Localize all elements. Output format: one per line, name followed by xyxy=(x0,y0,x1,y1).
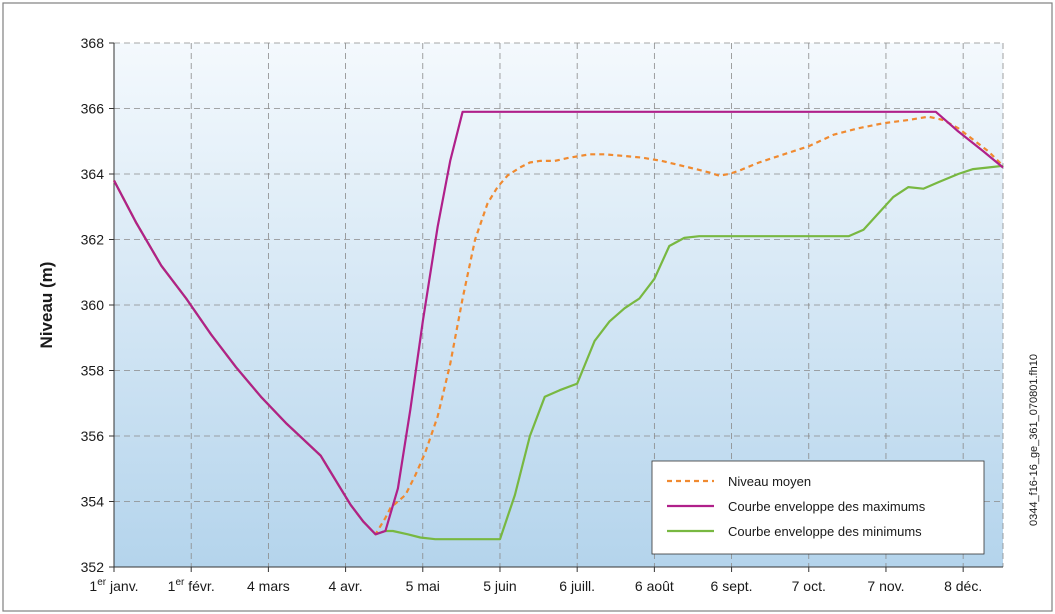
y-axis-label: Niveau (m) xyxy=(37,262,56,349)
legend-label: Niveau moyen xyxy=(728,474,811,489)
y-tick-label: 360 xyxy=(81,297,105,313)
x-tick-label: 6 sept. xyxy=(711,578,753,594)
x-tick-label: 4 avr. xyxy=(328,578,362,594)
y-tick-label: 368 xyxy=(81,35,105,51)
series-line-2 xyxy=(113,110,1004,536)
y-tick-label: 366 xyxy=(81,101,105,117)
file-reference-label: 0344_f16-16_ge_361_070801.fh10 xyxy=(1028,354,1040,526)
legend-label: Courbe enveloppe des maximums xyxy=(728,499,926,514)
y-tick-label: 352 xyxy=(81,559,105,575)
x-tick-label: 1er janv. xyxy=(89,577,138,594)
y-tick-label: 362 xyxy=(81,232,105,248)
x-tick-label: 5 mai xyxy=(406,578,440,594)
x-tick-label: 8 déc. xyxy=(944,578,982,594)
y-tick-label: 358 xyxy=(81,363,105,379)
x-tick-label: 7 nov. xyxy=(867,578,904,594)
legend-label: Courbe enveloppe des minimums xyxy=(728,524,922,539)
y-tick-label: 356 xyxy=(81,428,105,444)
series-group xyxy=(113,110,1004,541)
y-tick-labels: 352 354 356 358 360 362 364 366 368 xyxy=(81,35,114,575)
y-tick-label: 364 xyxy=(81,166,105,182)
x-tick-label: 7 oct. xyxy=(792,578,826,594)
legend-box xyxy=(651,460,985,555)
x-tick-label: 6 août xyxy=(635,578,674,594)
x-tick-label: 5 juin xyxy=(483,578,516,594)
y-tick-label: 354 xyxy=(81,494,105,510)
legend: Niveau moyen Courbe enveloppe des maximum… xyxy=(651,460,985,555)
x-tick-label: 4 mars xyxy=(247,578,290,594)
x-tick-label: 1er févr. xyxy=(168,577,215,594)
x-tick-labels: 1er janv. 1er févr. 4 mars 4 avr. 5 mai 5 jui… xyxy=(89,567,982,594)
x-tick-label: 6 juill. xyxy=(559,578,595,594)
